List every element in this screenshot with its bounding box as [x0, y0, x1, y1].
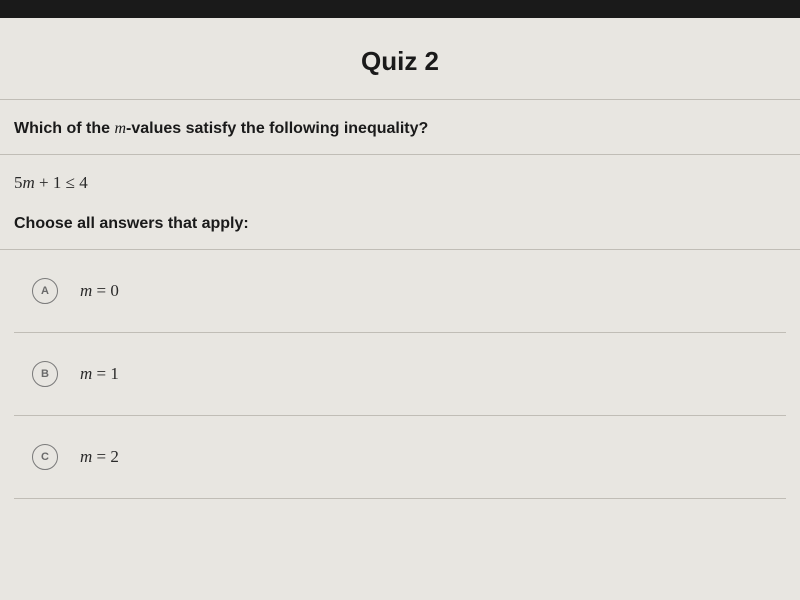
option-var: m: [80, 364, 92, 383]
option-b[interactable]: B m = 1: [14, 333, 786, 416]
quiz-header: Quiz 2: [0, 18, 800, 100]
question-prefix: Which of the: [14, 120, 114, 137]
options-list: A m = 0 B m = 1 C m = 2: [0, 250, 800, 499]
option-eq: = 0: [92, 281, 119, 300]
option-eq: = 1: [92, 364, 119, 383]
question-suffix: -values satisfy the following inequality…: [126, 120, 428, 137]
option-a-text: m = 0: [80, 281, 119, 301]
inequality-expression: 5m + 1 ≤ 4: [14, 173, 88, 192]
option-a[interactable]: A m = 0: [14, 250, 786, 333]
quiz-title: Quiz 2: [0, 46, 800, 77]
inequality-block: 5m + 1 ≤ 4: [0, 155, 800, 209]
option-b-text: m = 1: [80, 364, 119, 384]
option-c-text: m = 2: [80, 447, 119, 467]
inequality-rest: + 1 ≤ 4: [35, 173, 88, 192]
quiz-content: Quiz 2 Which of the m-values satisfy the…: [0, 18, 800, 499]
option-letter-circle: C: [32, 444, 58, 470]
option-var: m: [80, 281, 92, 300]
option-var: m: [80, 447, 92, 466]
option-eq: = 2: [92, 447, 119, 466]
question-block: Which of the m-values satisfy the follow…: [0, 100, 800, 155]
option-letter-circle: A: [32, 278, 58, 304]
option-letter-circle: B: [32, 361, 58, 387]
option-c[interactable]: C m = 2: [14, 416, 786, 499]
window-top-bar: [0, 0, 800, 18]
inequality-coeff: 5: [14, 173, 23, 192]
inequality-var: m: [23, 173, 35, 192]
instruction-text: Choose all answers that apply:: [14, 215, 786, 233]
question-text: Which of the m-values satisfy the follow…: [14, 120, 428, 137]
question-variable: m: [114, 120, 126, 137]
instruction-block: Choose all answers that apply:: [0, 209, 800, 250]
